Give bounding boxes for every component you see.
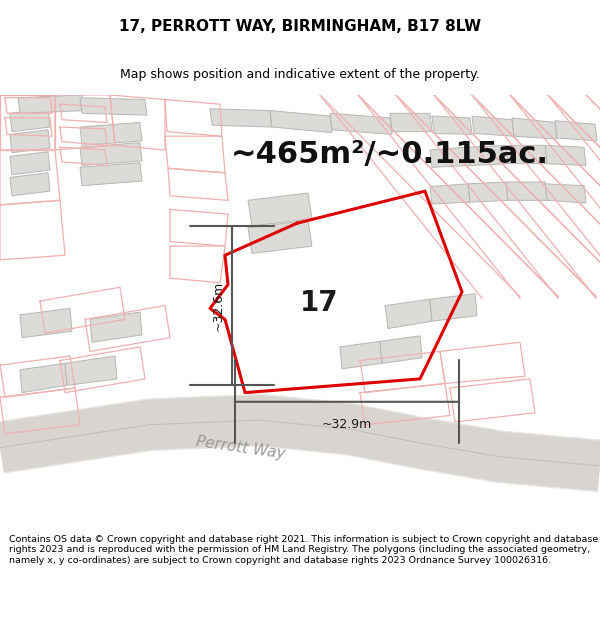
Polygon shape <box>80 98 147 115</box>
Polygon shape <box>430 148 470 168</box>
Polygon shape <box>340 341 382 369</box>
Polygon shape <box>555 121 597 141</box>
Text: ~465m²/~0.115ac.: ~465m²/~0.115ac. <box>231 140 549 169</box>
Polygon shape <box>380 336 422 363</box>
Polygon shape <box>390 113 432 132</box>
Polygon shape <box>270 111 332 132</box>
Polygon shape <box>385 299 432 329</box>
Polygon shape <box>468 146 508 166</box>
Polygon shape <box>10 109 50 132</box>
Polygon shape <box>432 116 472 134</box>
Text: Perrott Way: Perrott Way <box>195 434 286 461</box>
Text: Contains OS data © Crown copyright and database right 2021. This information is : Contains OS data © Crown copyright and d… <box>9 535 598 564</box>
Polygon shape <box>80 162 142 186</box>
Polygon shape <box>545 184 586 203</box>
Polygon shape <box>248 193 312 226</box>
Polygon shape <box>210 109 272 127</box>
Polygon shape <box>512 118 557 139</box>
Polygon shape <box>80 122 142 146</box>
Polygon shape <box>468 182 508 202</box>
Polygon shape <box>90 312 142 342</box>
Polygon shape <box>545 146 586 166</box>
Polygon shape <box>248 221 312 253</box>
Polygon shape <box>472 116 514 136</box>
Polygon shape <box>10 173 50 196</box>
Polygon shape <box>506 146 547 164</box>
Text: ~32.9m: ~32.9m <box>322 418 372 431</box>
Text: Map shows position and indicative extent of the property.: Map shows position and indicative extent… <box>120 68 480 81</box>
Text: 17, PERROTT WAY, BIRMINGHAM, B17 8LW: 17, PERROTT WAY, BIRMINGHAM, B17 8LW <box>119 19 481 34</box>
Polygon shape <box>65 356 117 385</box>
Polygon shape <box>10 152 50 174</box>
Polygon shape <box>506 182 547 201</box>
Polygon shape <box>20 363 67 392</box>
Polygon shape <box>80 142 142 166</box>
Polygon shape <box>20 308 72 338</box>
Polygon shape <box>430 294 477 321</box>
Text: 17: 17 <box>300 289 338 317</box>
Polygon shape <box>18 95 84 113</box>
Polygon shape <box>330 113 392 134</box>
Polygon shape <box>10 130 50 152</box>
Polygon shape <box>430 184 470 204</box>
Text: ~32.6m: ~32.6m <box>212 281 224 331</box>
